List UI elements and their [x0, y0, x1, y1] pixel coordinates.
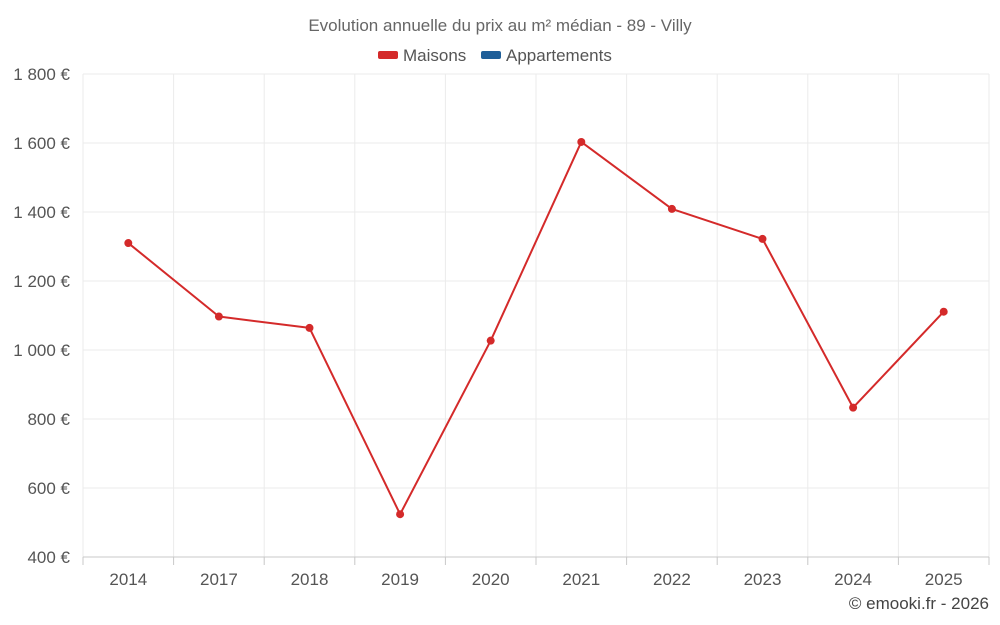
data-point[interactable]: [124, 239, 133, 248]
chart-title: Evolution annuelle du prix au m² médian …: [308, 16, 692, 35]
legend-label-appartements: Appartements: [506, 46, 612, 65]
x-tick-label: 2024: [834, 570, 872, 589]
legend: Maisons Appartements: [378, 46, 612, 65]
data-point[interactable]: [939, 307, 948, 316]
data-point[interactable]: [214, 312, 223, 321]
legend-swatch-appartements: [481, 51, 501, 59]
data-point[interactable]: [305, 323, 314, 332]
data-point[interactable]: [396, 510, 405, 519]
x-tick-label: 2025: [925, 570, 963, 589]
x-tick-label: 2018: [291, 570, 329, 589]
x-tick-label: 2021: [562, 570, 600, 589]
x-tick-label: 2014: [109, 570, 147, 589]
data-point[interactable]: [667, 204, 676, 213]
y-tick-label: 600 €: [27, 479, 70, 498]
data-point[interactable]: [758, 234, 767, 243]
legend-label-maisons: Maisons: [403, 46, 466, 65]
gridlines: [82, 73, 990, 557]
data-point[interactable]: [849, 403, 858, 412]
x-tick-label: 2022: [653, 570, 691, 589]
x-tick-label: 2023: [744, 570, 782, 589]
credit-text: © emooki.fr - 2026: [849, 594, 989, 613]
y-tick-label: 1 600 €: [13, 134, 70, 153]
axes: 1 800 € 1 600 € 1 400 € 1 200 € 1 000 € 800 €…: [13, 65, 990, 589]
data-point[interactable]: [486, 336, 495, 345]
x-tick-label: 2019: [381, 570, 419, 589]
legend-item-appartements[interactable]: Appartements: [481, 46, 612, 65]
x-tick-label: 2020: [472, 570, 510, 589]
y-tick-label: 1 200 €: [13, 272, 70, 291]
legend-swatch-maisons: [378, 51, 398, 59]
legend-item-maisons[interactable]: Maisons: [378, 46, 466, 65]
y-tick-label: 800 €: [27, 410, 70, 429]
x-tick-label: 2017: [200, 570, 238, 589]
series-line-maisons: [127, 140, 945, 516]
y-tick-label: 400 €: [27, 548, 70, 567]
y-tick-label: 1 000 €: [13, 341, 70, 360]
data-point[interactable]: [577, 137, 586, 146]
y-tick-label: 1 400 €: [13, 203, 70, 222]
y-tick-label: 1 800 €: [13, 65, 70, 84]
series-maisons: [124, 137, 948, 519]
